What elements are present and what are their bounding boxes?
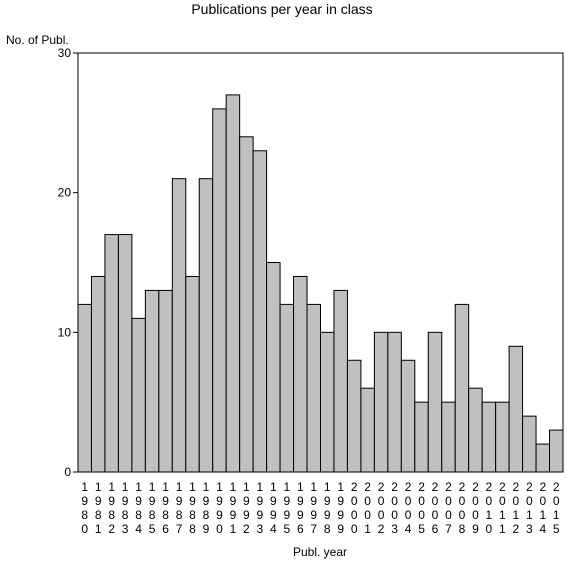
bar-1991 bbox=[225, 94, 241, 473]
bar-2000 bbox=[346, 359, 362, 473]
bar-1989 bbox=[198, 178, 214, 473]
bar-1987 bbox=[171, 178, 187, 473]
bar-1995 bbox=[279, 303, 295, 473]
chart-title: Publications per year in class bbox=[191, 1, 372, 17]
bar-2001 bbox=[360, 387, 375, 473]
x-axis-label: Publ. year bbox=[293, 545, 347, 559]
x-axis: 1 9 8 0 1 9 8 1 1 9 8 2 1 9 8 3 1 9 8 4 1 9 8 5 1 9 8 6 1 9 8 7 1 9 8 8 1 9 8 9… bbox=[81, 480, 560, 536]
plot-frame bbox=[77, 52, 564, 473]
bar-1997 bbox=[306, 303, 321, 473]
bar-2007 bbox=[441, 401, 456, 473]
y-tick-label: 10 bbox=[58, 325, 72, 339]
y-tick-label: 0 bbox=[64, 465, 71, 479]
y-tick-label: 30 bbox=[58, 46, 72, 60]
bar-1982 bbox=[104, 234, 119, 473]
bar-1999 bbox=[333, 289, 348, 473]
bar-2009 bbox=[468, 387, 483, 473]
bar-1990 bbox=[212, 108, 227, 473]
bar-1994 bbox=[266, 262, 281, 473]
bar-1981 bbox=[90, 275, 106, 473]
bar-2002 bbox=[373, 331, 389, 473]
bar-1993 bbox=[252, 150, 268, 473]
bar-2012 bbox=[508, 345, 524, 473]
bar-1983 bbox=[117, 234, 133, 473]
bar-2006 bbox=[427, 331, 443, 473]
bar-1992 bbox=[239, 136, 254, 473]
bar-2011 bbox=[495, 401, 510, 473]
bar-2014 bbox=[535, 443, 551, 473]
bar-1986 bbox=[158, 289, 173, 473]
bar-2004 bbox=[400, 359, 416, 473]
bar-series bbox=[77, 94, 564, 473]
bar-2005 bbox=[414, 401, 429, 473]
bar-2008 bbox=[454, 303, 470, 473]
bar-1988 bbox=[185, 275, 200, 473]
y-axis-label: No. of Publ. bbox=[6, 33, 69, 47]
bar-1998 bbox=[320, 331, 335, 473]
bar-1980 bbox=[77, 303, 92, 473]
bar-1996 bbox=[293, 275, 308, 473]
bar-1985 bbox=[144, 289, 160, 473]
bar-2010 bbox=[481, 401, 497, 473]
y-tick-label: 20 bbox=[58, 186, 72, 200]
y-axis: 0 10 20 30 bbox=[58, 46, 78, 479]
bar-2015 bbox=[549, 429, 564, 473]
bar-1984 bbox=[131, 317, 146, 473]
bar-2013 bbox=[522, 415, 537, 473]
bar-2003 bbox=[387, 331, 402, 473]
